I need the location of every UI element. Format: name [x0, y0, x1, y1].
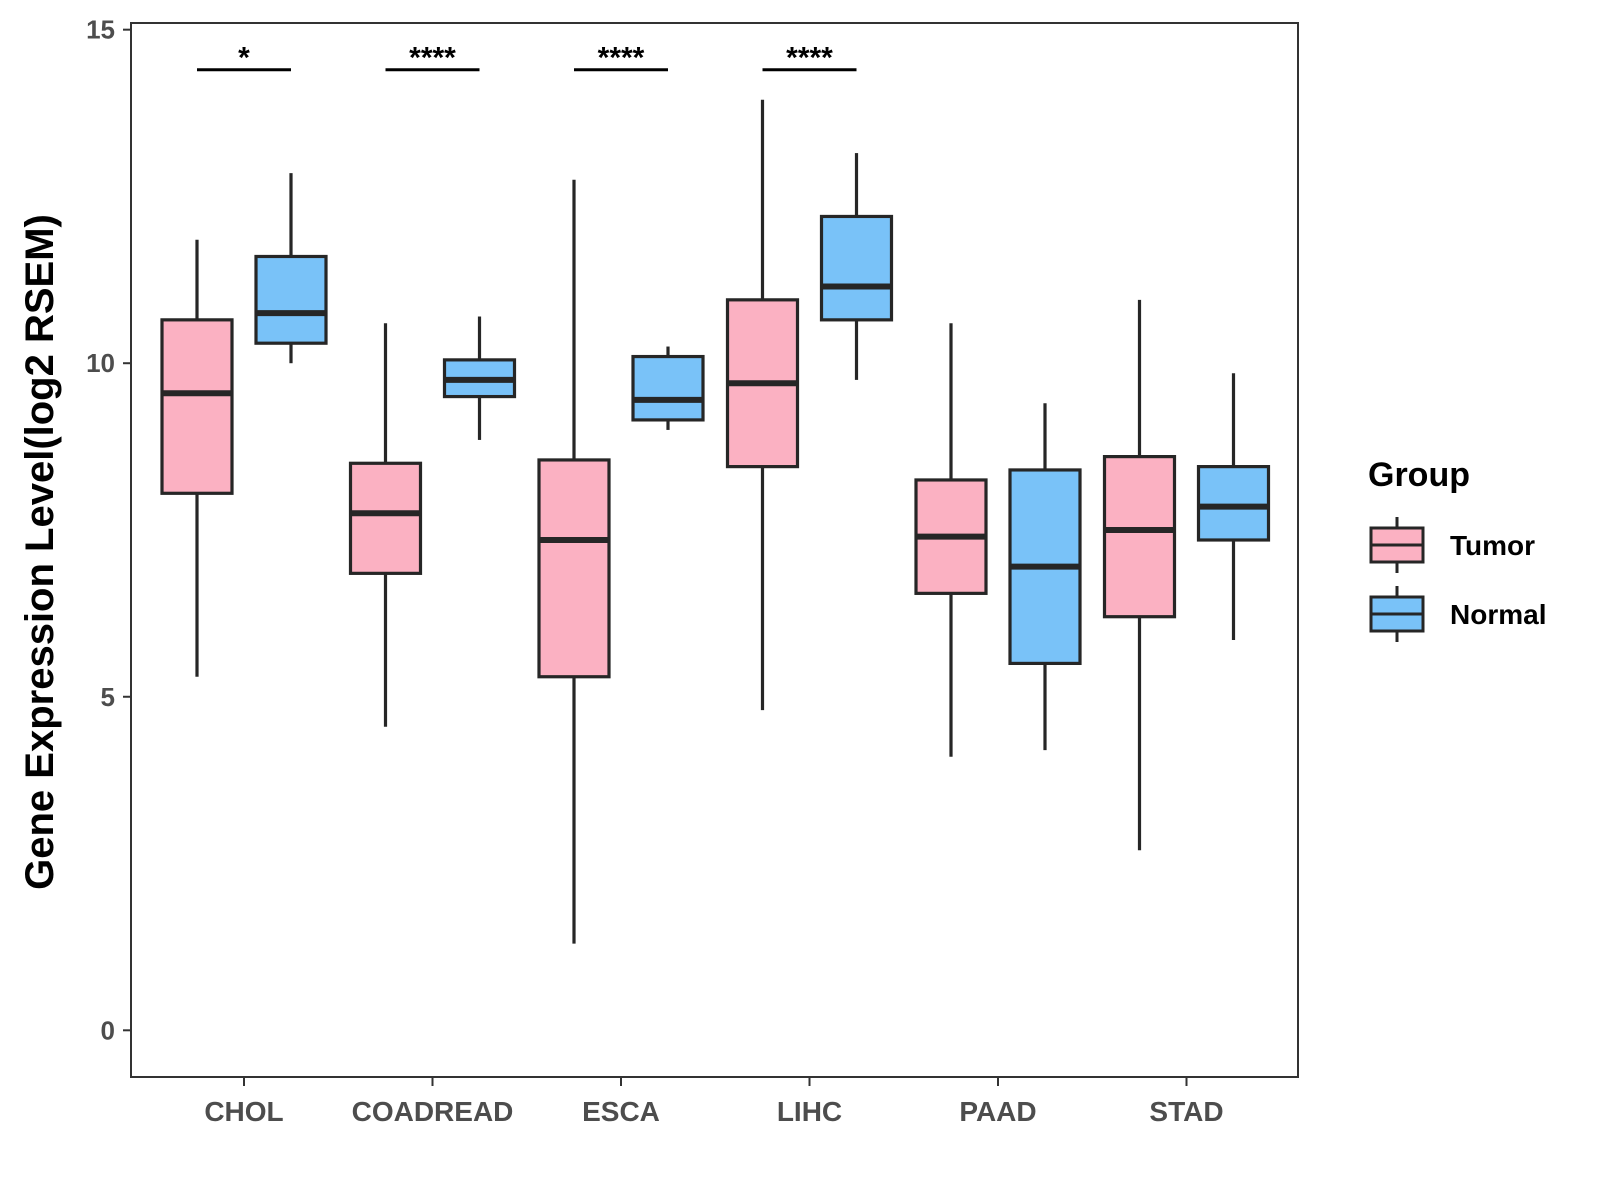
- y-tick-label: 0: [101, 1015, 115, 1045]
- box-iqr: [1196, 465, 1271, 542]
- tumor-box-coadread: [348, 323, 423, 727]
- legend-label-tumor: Tumor: [1450, 530, 1535, 561]
- normal-box-stad: [1196, 373, 1271, 641]
- x-tick-label: LIHC: [777, 1096, 842, 1127]
- y-tick-label: 5: [101, 682, 115, 712]
- box-iqr: [254, 254, 328, 345]
- tumor-box-chol: [160, 239, 234, 677]
- legend-entry-tumor: Tumor: [1369, 517, 1535, 573]
- significance-label: ****: [598, 42, 645, 75]
- normal-box-lihc: [819, 153, 894, 380]
- legend: Group Tumor Normal: [1368, 456, 1546, 642]
- legend-entry-normal: Normal: [1369, 586, 1546, 642]
- box-iqr: [1102, 455, 1177, 619]
- box-iqr: [819, 214, 894, 322]
- significance-label: ****: [786, 42, 833, 75]
- y-tick-label: 10: [86, 348, 115, 378]
- y-tick-label: 15: [86, 15, 115, 45]
- legend-title: Group: [1368, 456, 1470, 494]
- normal-box-paad: [1008, 403, 1082, 751]
- legend-label-normal: Normal: [1450, 599, 1546, 630]
- tumor-box-lihc: [725, 99, 800, 711]
- tumor-box-esca: [537, 179, 611, 944]
- box-iqr: [160, 318, 234, 495]
- box-iqr: [631, 354, 705, 422]
- x-tick-label: STAD: [1149, 1096, 1223, 1127]
- y-axis-title: Gene Expression Level(log2 RSEM): [18, 214, 62, 890]
- tumor-box-paad: [914, 323, 988, 757]
- box-iqr: [348, 461, 423, 575]
- plot-panel-border: [130, 22, 1299, 1078]
- x-tick-label: CHOL: [204, 1096, 283, 1127]
- normal-box-coadread: [442, 316, 517, 440]
- significance-label: *: [238, 42, 250, 75]
- x-tick-label: ESCA: [582, 1096, 660, 1127]
- x-tick-label: COADREAD: [352, 1096, 514, 1127]
- tumor-box-stad: [1102, 299, 1177, 851]
- x-tick-label: PAAD: [959, 1096, 1036, 1127]
- significance-label: ****: [409, 42, 456, 75]
- normal-box-esca: [631, 346, 705, 430]
- box-iqr: [537, 458, 611, 679]
- normal-box-chol: [254, 173, 328, 364]
